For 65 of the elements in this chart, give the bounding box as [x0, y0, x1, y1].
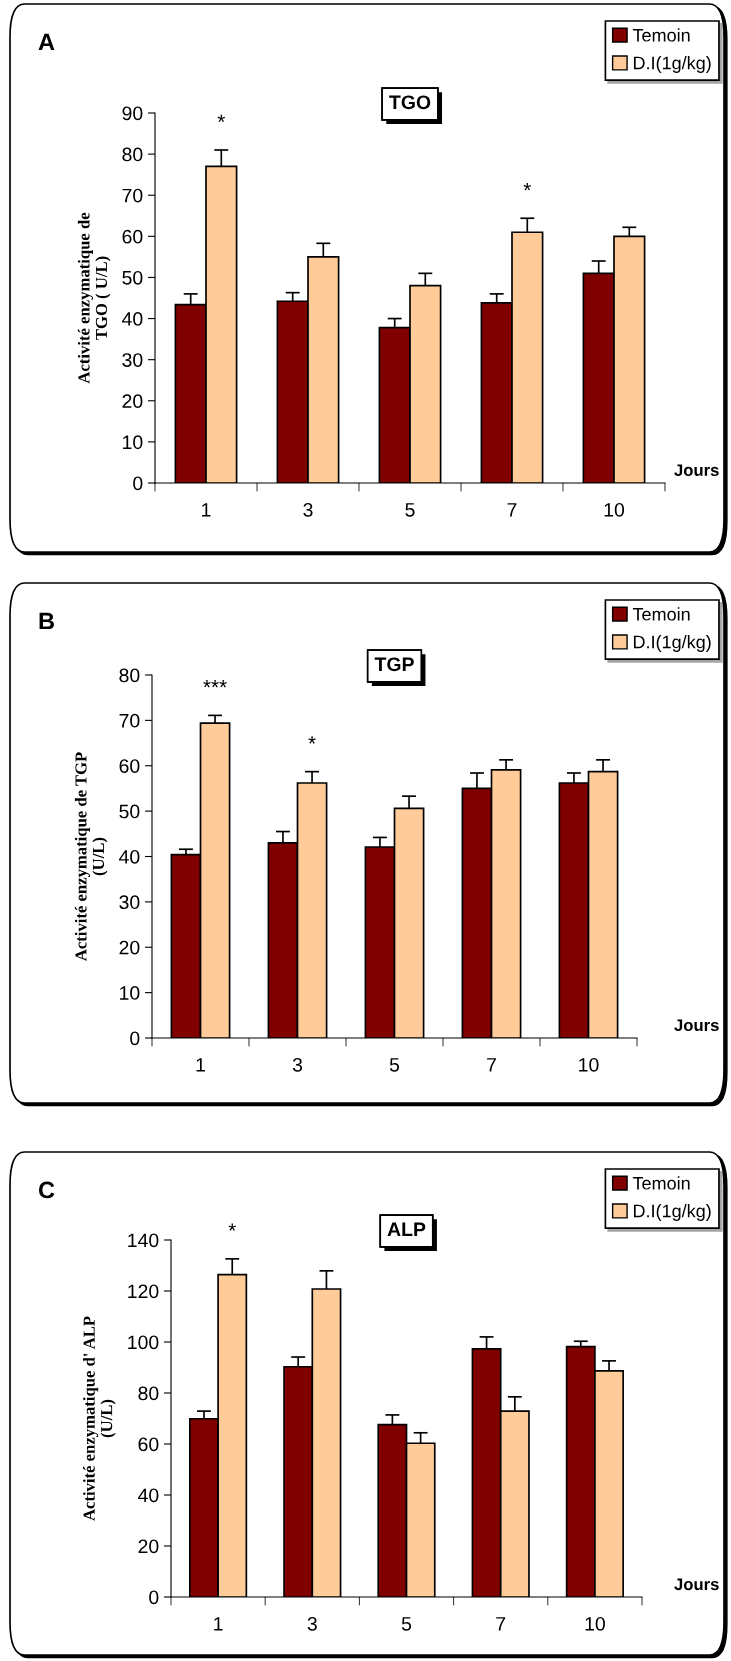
y-tick-label: 0 [130, 1031, 140, 1046]
y-axis-title: Activité enzymatique d' ALP (U/L) [83, 1316, 116, 1521]
y-tick-label: 40 [119, 849, 140, 864]
x-tick-label: 1 [202, 503, 211, 517]
chart-title: TGP [374, 657, 414, 672]
y-tick-label: 80 [122, 147, 143, 162]
y-tick-label: 0 [133, 476, 143, 491]
annotation: * [308, 736, 316, 744]
y-tick-label: 70 [122, 188, 143, 203]
y-tick-label: 20 [119, 940, 140, 955]
annotation: *** [203, 680, 227, 688]
y-tick-label: 120 [128, 1284, 159, 1299]
x-tick-label: 10 [579, 1057, 599, 1072]
x-tick-label: 5 [401, 1617, 412, 1631]
y-tick-label: 100 [128, 1335, 159, 1350]
y-tick-label: 0 [149, 1590, 159, 1605]
y-tick-label: 80 [138, 1386, 159, 1401]
y-tick-label: 70 [119, 713, 140, 728]
annotation: * [217, 114, 226, 122]
y-tick-label: 60 [122, 229, 143, 244]
x-tick-label: 10 [604, 502, 625, 517]
chart-title: TGO [389, 95, 431, 110]
text: B [39, 612, 54, 630]
y-tick-label: 60 [119, 759, 140, 773]
y-tick-label: 20 [138, 1539, 159, 1554]
legend-label: Temoin [632, 28, 690, 42]
y-tick-label: 30 [122, 353, 143, 367]
y-tick-label: 60 [138, 1437, 159, 1452]
y-tick-label: 90 [122, 106, 143, 121]
legend-label: D.I(1g/kg) [633, 56, 711, 73]
y-tick-label: 10 [123, 435, 143, 450]
text: C [38, 1181, 55, 1199]
x-tick-label: 5 [389, 1058, 400, 1072]
text: A [38, 33, 55, 51]
y-tick-label: 40 [138, 1488, 159, 1503]
annotation: * [228, 1223, 236, 1231]
chart-title: ALP [387, 1222, 426, 1236]
y-tick-label: 50 [119, 804, 140, 819]
x-axis-title: Jours [674, 1019, 719, 1032]
y-tick-label: 20 [122, 394, 143, 409]
x-tick-label: 3 [307, 1616, 317, 1631]
x-tick-label: 7 [487, 1058, 496, 1072]
legend-label: Temoin [632, 1176, 690, 1190]
annotation: * [523, 182, 532, 191]
y-axis-title: Activité enzymatique de TGO ( U/L) [77, 212, 111, 384]
legend-label: D.I(1g/kg) [633, 1204, 711, 1221]
legend-label: D.I(1g/kg) [633, 635, 711, 652]
x-tick-label: 5 [405, 503, 415, 517]
x-tick-label: 3 [303, 502, 313, 517]
y-tick-label: 40 [122, 312, 143, 326]
x-axis-title: Jours [674, 1578, 719, 1591]
x-tick-label: 7 [496, 1617, 506, 1631]
y-tick-label: 30 [119, 895, 140, 910]
y-tick-label: 140 [128, 1233, 159, 1248]
y-tick-label: 10 [120, 986, 140, 1000]
x-tick-label: 3 [292, 1057, 303, 1072]
x-tick-label: 1 [196, 1058, 205, 1072]
y-tick-label: 50 [122, 270, 143, 285]
y-tick-label: 80 [119, 668, 140, 683]
x-tick-label: 1 [214, 1617, 223, 1631]
x-tick-label: 7 [507, 503, 517, 517]
legend-label: Temoin [632, 607, 690, 621]
x-axis-title: Jours [674, 464, 719, 477]
y-axis-title: Activité enzymatique de TGP (U/L) [74, 752, 108, 962]
x-tick-label: 10 [585, 1616, 605, 1631]
